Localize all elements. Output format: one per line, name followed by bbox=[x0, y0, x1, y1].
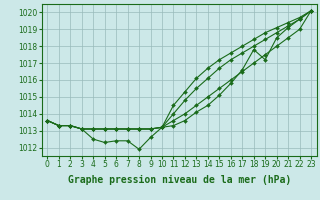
X-axis label: Graphe pression niveau de la mer (hPa): Graphe pression niveau de la mer (hPa) bbox=[68, 175, 291, 185]
